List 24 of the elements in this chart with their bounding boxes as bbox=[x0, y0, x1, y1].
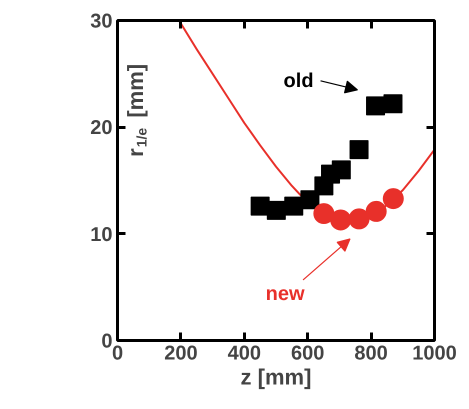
point bbox=[332, 160, 351, 180]
point bbox=[284, 196, 304, 216]
point bbox=[330, 209, 352, 230]
x-axis-title: z [mm] bbox=[240, 364, 312, 390]
x-tick-label: 800 bbox=[354, 342, 388, 364]
x-tick-label: 400 bbox=[228, 342, 261, 364]
y-axis-title: r1/e [mm] bbox=[123, 64, 150, 157]
point bbox=[250, 196, 270, 216]
point bbox=[350, 140, 369, 160]
y-tick-label: 10 bbox=[90, 224, 113, 246]
x-tick-label: 200 bbox=[164, 342, 198, 364]
x-tick-label: 1000 bbox=[412, 342, 457, 364]
point bbox=[383, 94, 402, 114]
point bbox=[366, 96, 386, 116]
point bbox=[348, 208, 370, 230]
legend-label: old bbox=[284, 70, 314, 92]
point bbox=[366, 200, 387, 222]
point bbox=[313, 203, 334, 224]
point bbox=[266, 200, 286, 220]
x-tick-label: 600 bbox=[291, 342, 324, 364]
text: new bbox=[266, 282, 305, 305]
y-tick-label: 30 bbox=[90, 10, 113, 32]
point bbox=[382, 188, 404, 210]
y-tick-label: 20 bbox=[90, 117, 113, 140]
